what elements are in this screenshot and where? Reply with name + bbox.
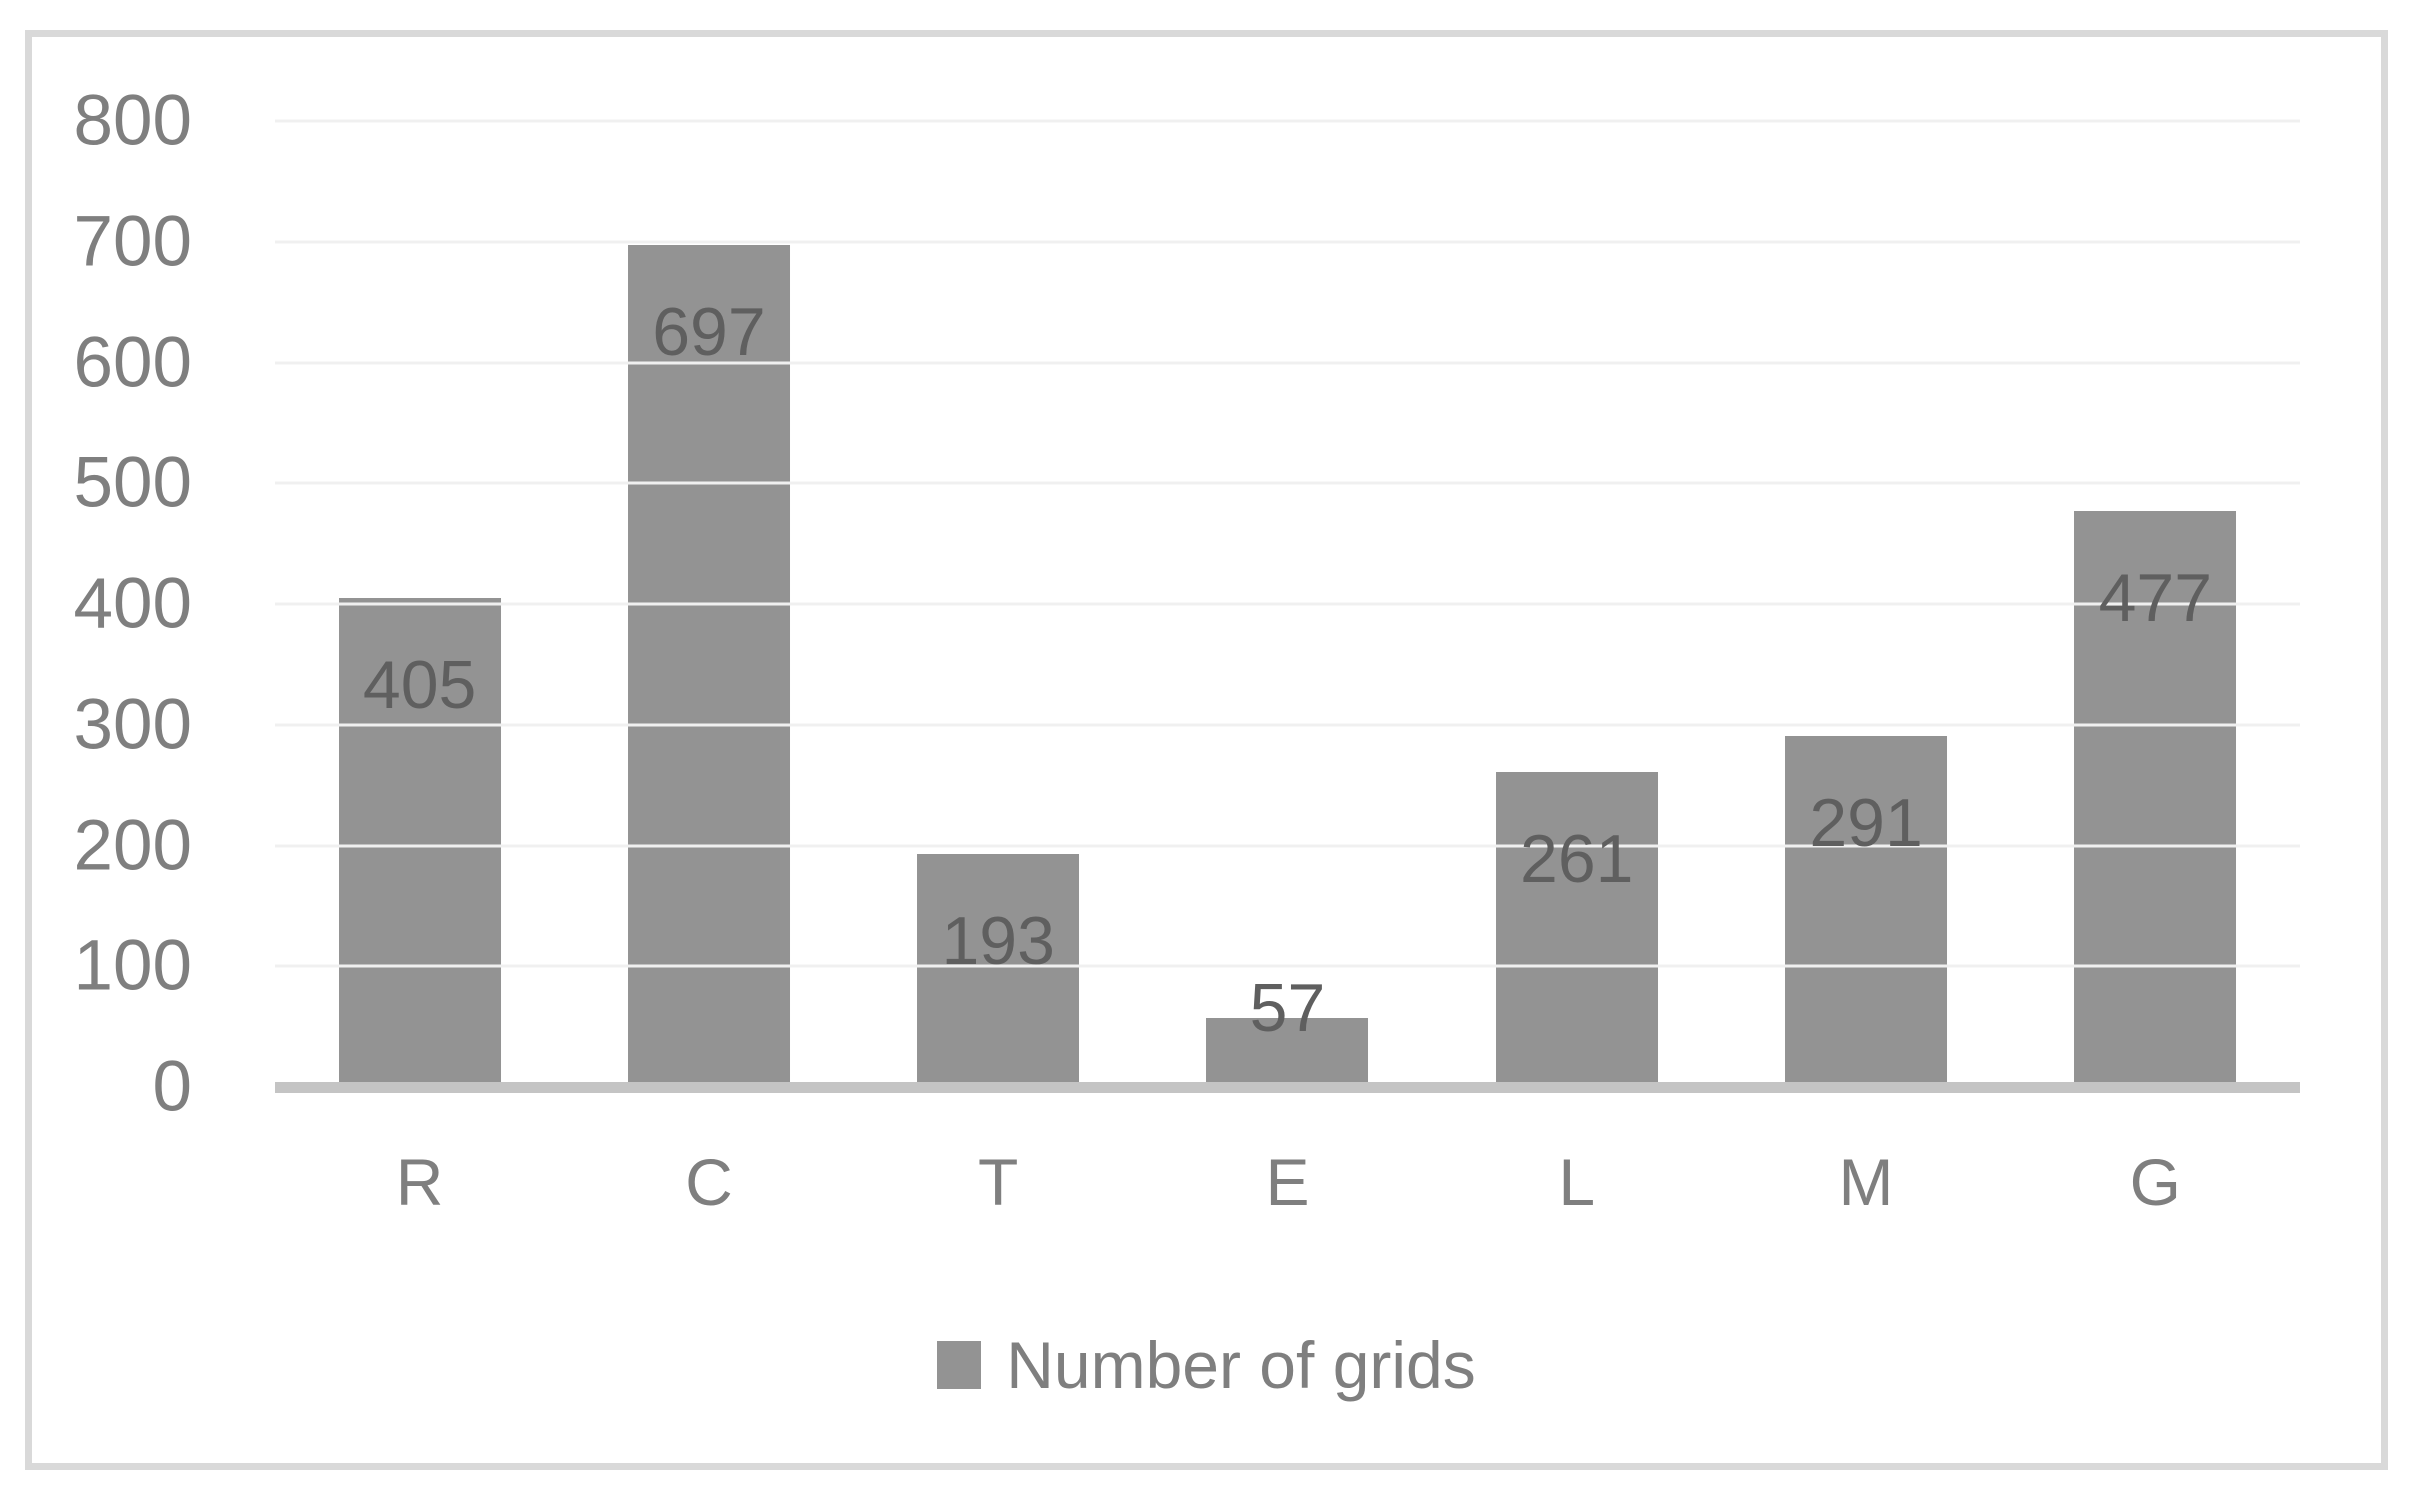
y-tick-label-0: 0 xyxy=(152,1047,193,1127)
legend: Number of grids xyxy=(32,1329,2381,1402)
y-tick-label-600: 600 xyxy=(73,323,192,402)
bar-value-label-T: 193 xyxy=(941,902,1055,979)
gridline-700 xyxy=(275,240,2300,244)
bar-M xyxy=(1785,735,1948,1087)
plot-area: 405 697 193 57 261 291 477 0 100 200 300 400 500 600… xyxy=(74,86,2300,1123)
legend-label: Number of grids xyxy=(1006,1328,1476,1402)
gridline-400 xyxy=(275,602,2300,606)
bar-slots: 405 697 193 57 261 291 477 xyxy=(275,121,2300,1087)
category-label-G: G xyxy=(2129,1145,2181,1219)
y-tick-label-500: 500 xyxy=(73,443,192,523)
bar-R xyxy=(338,597,501,1087)
bar-value-label-R: 405 xyxy=(362,646,477,723)
gridline-200 xyxy=(275,844,2300,847)
bar-E xyxy=(1206,1018,1369,1087)
bar-C xyxy=(627,245,790,1087)
bar-T xyxy=(917,853,1080,1087)
y-tick-label-700: 700 xyxy=(73,202,192,282)
gridline-500 xyxy=(275,481,2300,485)
y-tick-label-300: 300 xyxy=(73,685,192,765)
category-label-M: M xyxy=(1838,1145,1894,1219)
gridline-100 xyxy=(275,964,2300,968)
y-tick-label-400: 400 xyxy=(73,564,192,644)
bar-slot-T: 193 xyxy=(854,121,1143,1087)
gridline-600 xyxy=(275,361,2300,364)
y-tick-label-100: 100 xyxy=(73,926,192,1006)
legend-swatch-icon xyxy=(937,1341,982,1390)
bar-slot-M: 291 xyxy=(1721,121,2010,1087)
x-axis-line xyxy=(275,1082,2300,1093)
category-label-C: C xyxy=(685,1145,733,1219)
bar-slot-R: 405 xyxy=(275,121,564,1087)
category-label-E: E xyxy=(1265,1145,1310,1219)
bar-L xyxy=(1495,771,1658,1087)
category-label-T: T xyxy=(978,1145,1019,1219)
bar-slot-C: 697 xyxy=(564,121,853,1087)
bar-slot-L: 261 xyxy=(1432,121,1721,1087)
category-label-R: R xyxy=(395,1145,444,1219)
category-label-L: L xyxy=(1558,1145,1596,1219)
bar-slot-E: 57 xyxy=(1143,121,1432,1087)
bar-value-label-L: 261 xyxy=(1520,820,1634,897)
gridline-300 xyxy=(275,723,2300,727)
bar-value-label-C: 697 xyxy=(652,294,766,371)
bar-value-label-M: 291 xyxy=(1809,784,1923,861)
chart-frame: 405 697 193 57 261 291 477 0 100 200 300 400 500 600… xyxy=(25,30,2388,1470)
bar-value-label-E: 57 xyxy=(1249,970,1326,1047)
y-tick-label-200: 200 xyxy=(73,806,192,885)
y-tick-label-800: 800 xyxy=(73,81,192,161)
gridline-800 xyxy=(275,119,2300,123)
bar-slot-G: 477 xyxy=(2011,121,2300,1087)
bar-G xyxy=(2074,511,2237,1087)
bar-value-label-G: 477 xyxy=(2098,560,2213,637)
